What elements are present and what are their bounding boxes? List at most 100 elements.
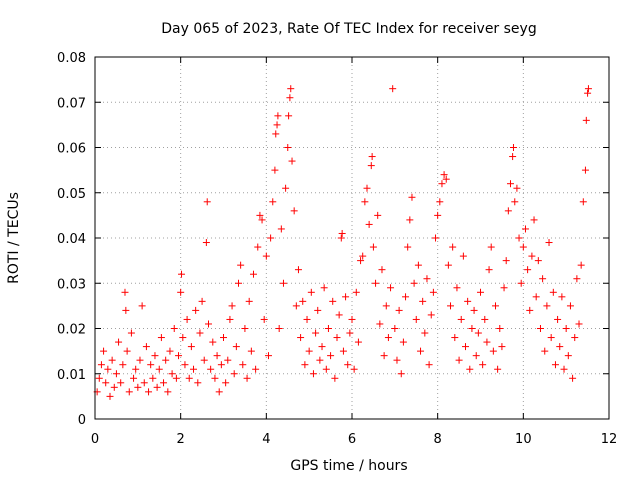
data-point [436,198,444,206]
data-point [506,180,514,188]
data-point [307,288,315,296]
data-point [127,329,135,337]
x-tick-label: 8 [434,432,442,447]
data-point [382,302,390,310]
data-point [504,207,512,215]
data-point [338,229,346,237]
data-point [352,288,360,296]
data-point [363,184,371,192]
data-point [472,352,480,360]
data-point [489,347,497,355]
data-point [494,365,502,373]
data-point [138,302,146,310]
data-point [425,361,433,369]
data-point [160,379,168,387]
data-point [243,374,251,382]
data-point [252,365,260,373]
plot-frame [94,56,610,420]
x-axis-label: GPS time / hours [290,458,407,474]
data-point [97,361,105,369]
data-point [549,288,557,296]
data-point [417,347,425,355]
data-point [378,266,386,274]
data-point [337,234,345,242]
data-point [205,320,213,328]
data-point [327,352,335,360]
data-point [487,243,495,251]
data-point [511,198,519,206]
data-point [228,302,236,310]
data-point [541,347,549,355]
data-point [274,112,282,120]
data-point [368,153,376,161]
data-point [237,261,245,269]
y-tick-label: 0.04 [57,232,86,247]
x-tick-label: 12 [601,432,618,447]
data-point [314,306,322,314]
data-point [571,334,579,342]
data-point [342,293,350,301]
data-point [474,329,482,337]
data-point [515,234,523,242]
data-point [122,306,130,314]
data-point [457,315,465,323]
data-point [361,198,369,206]
data-point [301,361,309,369]
data-point [224,356,232,364]
data-point [350,365,358,373]
data-point [421,329,429,337]
data-point [558,293,566,301]
data-point [309,370,317,378]
data-point [414,261,422,269]
y-tick-label: 0.06 [57,142,86,157]
data-point [509,144,517,151]
data-point [331,374,339,382]
data-point [339,347,347,355]
data-point [524,266,532,274]
data-point [222,379,230,387]
data-point [324,325,332,332]
data-point [440,171,448,179]
data-point [395,306,403,314]
data-point [554,315,562,323]
data-point [106,392,114,400]
data-point [429,288,437,296]
data-point [145,388,153,396]
data-point [192,306,200,314]
data-point [320,284,328,292]
data-point [108,356,116,364]
data-point [203,198,211,206]
data-point [239,361,247,369]
data-point [530,216,538,224]
data-point [232,343,240,351]
data-point [190,365,198,373]
data-point [354,338,362,346]
data-point [217,361,225,369]
data-point [470,306,478,314]
data-point [517,279,525,287]
data-point [477,288,484,296]
data-point [419,297,427,305]
data-point [526,306,534,314]
data-point [573,275,581,283]
y-tick-label: 0.03 [57,277,86,292]
data-point [290,207,298,215]
data-point [329,297,337,305]
data-point [209,338,217,346]
data-point [399,338,407,346]
data-point [256,211,264,219]
data-point [260,315,268,323]
data-point [521,225,529,233]
data-point [579,198,587,206]
data-point [427,311,435,319]
data-point [198,297,206,305]
data-point [164,388,172,396]
data-point [397,370,405,378]
data-point [485,266,493,274]
data-point [374,211,382,219]
x-tick-label: 2 [177,432,185,447]
data-point [153,383,161,391]
data-point [367,162,375,170]
data-point [459,252,467,260]
